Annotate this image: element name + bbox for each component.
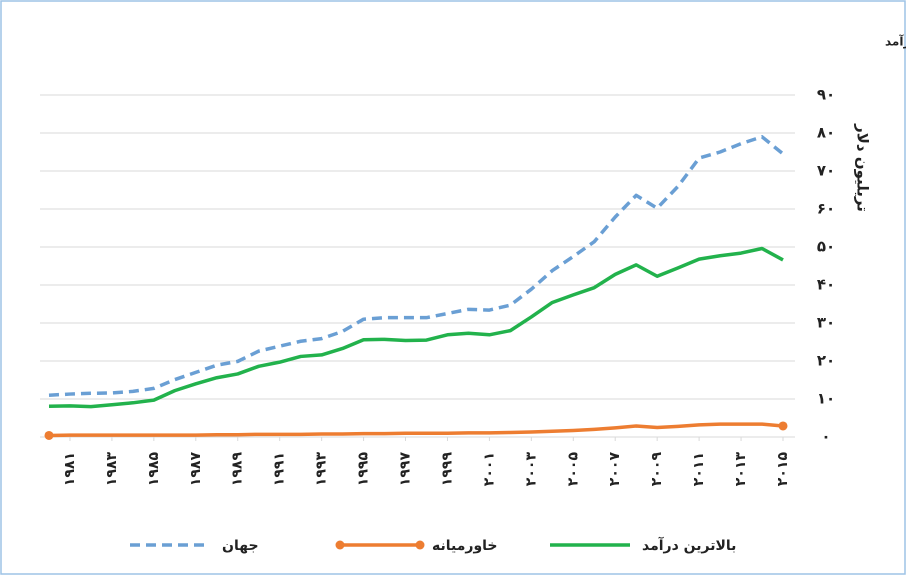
y-tick-label: ۲۰ [817,352,835,370]
x-tick-label: ۲۰۰۷ [607,452,623,487]
legend-marker [416,541,425,550]
y-tick-label: ۷۰ [817,162,835,180]
x-tick-label: ۲۰۱۱ [691,452,707,486]
y-tick-label: ۴۰ [817,276,835,294]
x-tick-label: ۱۹۸۱ [62,452,78,486]
x-tick-label: ۲۰۰۵ [565,452,581,487]
x-tick-label: ۱۹۸۳ [104,452,120,487]
legend-marker [336,541,345,550]
y-axis-title: تریلیون دلار [854,123,872,212]
chart: نمودار ۱. رشد تولید ناخالص داخلی کشورهای… [0,0,906,575]
y-tick-label: ۵۰ [817,238,835,256]
x-tick-label: ۱۹۸۹ [230,452,246,487]
y-tick-label: ۳۰ [817,314,835,332]
x-tick-label: ۲۰۰۱ [481,452,497,486]
x-tick-label: ۱۹۸۵ [146,452,162,487]
y-tick-label: ۸۰ [817,124,835,142]
y-tick-label: ۶۰ [817,200,835,218]
legend-label: خاورمیانه [432,538,498,554]
x-tick-label: ۱۹۸۷ [188,452,204,487]
legend-label: بالاترین درآمد [642,536,736,554]
y-tick-label: ۰ [821,428,830,446]
x-tick-label: ۱۹۹۹ [439,452,455,487]
x-tick-label: ۱۹۹۳ [314,452,330,487]
chart-border [1,1,905,574]
x-tick-label: ۲۰۰۹ [649,452,665,487]
x-tick-label: ۲۰۰۳ [523,452,539,487]
x-tick-label: ۲۰۱۵ [775,452,791,487]
y-tick-label: ۹۰ [817,86,835,104]
chart-title: نمودار ۱. رشد تولید ناخالص داخلی کشورهای… [885,34,906,50]
x-tick-label: ۲۰۱۳ [733,452,749,487]
point-marker [45,431,54,440]
legend-label: جهان [222,538,259,554]
point-marker [779,421,788,430]
x-tick-label: ۱۹۹۵ [356,452,372,487]
x-tick-label: ۱۹۹۱ [272,452,288,486]
y-tick-label: ۱۰ [817,390,835,408]
x-tick-label: ۱۹۹۷ [398,452,414,487]
